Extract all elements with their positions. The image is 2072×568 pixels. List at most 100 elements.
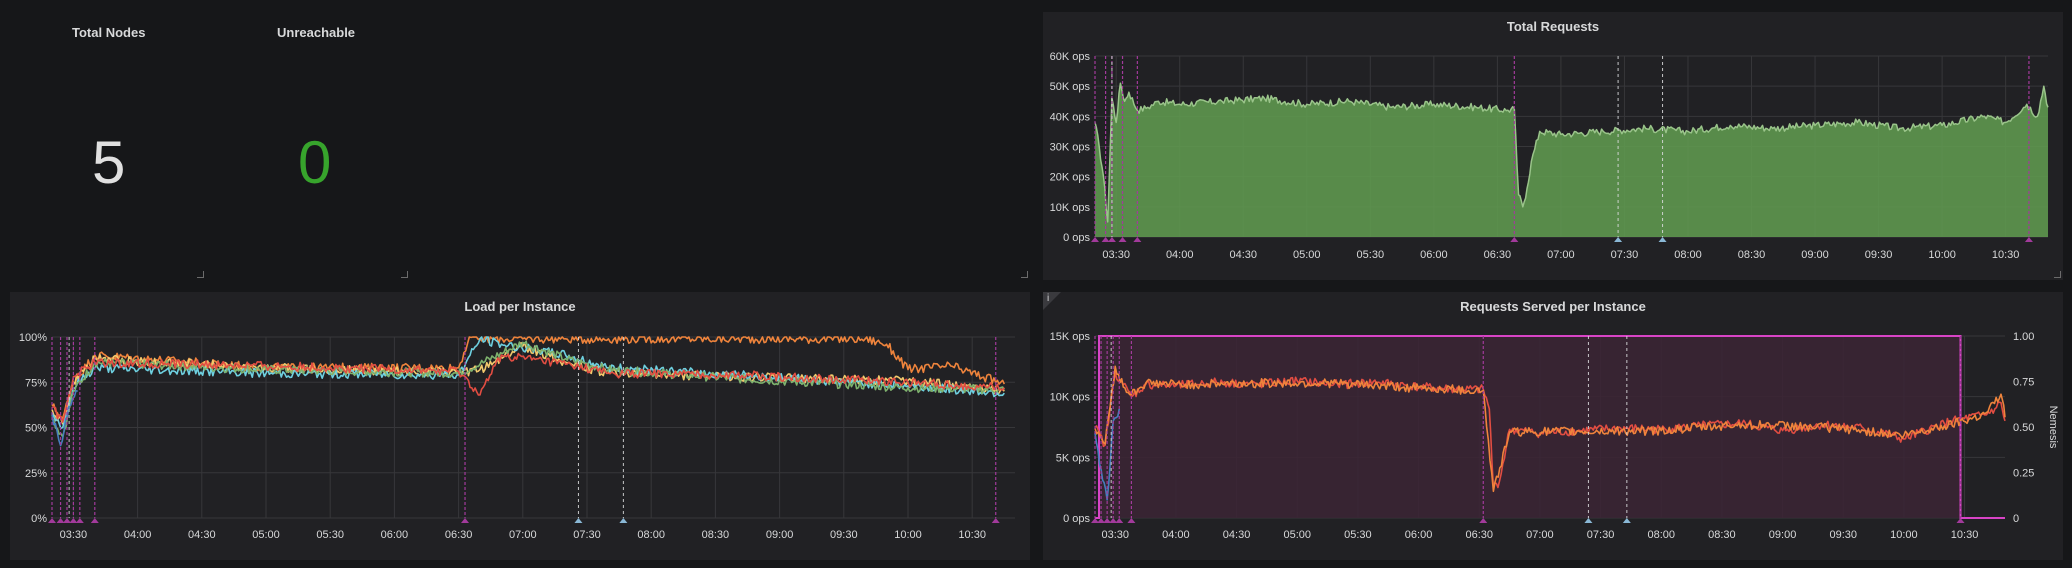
- x-tick-label: 09:30: [830, 529, 858, 541]
- annotation-marker-icon: [1956, 518, 1965, 523]
- x-tick-label: 03:30: [1101, 529, 1129, 541]
- series-area: [1095, 83, 2048, 237]
- load-per-instance-chart: 100% 75% 50% 25% 0% 03:30 04:00 04:30 05:00 05:30…: [19, 332, 1015, 541]
- x-tick-label: 04:00: [1166, 249, 1194, 261]
- annotation-marker-icon: [75, 518, 84, 523]
- x-tick-label: 10:00: [1928, 249, 1956, 261]
- info-icon[interactable]: i: [1047, 293, 1050, 304]
- nemesis-area: [1095, 336, 2005, 518]
- x-tick-label: 10:30: [1951, 529, 1979, 541]
- annotation-marker-icon: [1091, 518, 1099, 523]
- annotation-marker-icon: [56, 518, 65, 523]
- total-requests-panel: Total Requests 60K ops 50K ops 40K ops 30K …: [1043, 12, 2063, 280]
- annotation-marker-icon: [2024, 237, 2033, 242]
- x-tick-label: 03:30: [1102, 249, 1130, 261]
- y2-tick-label: 0.50: [2013, 422, 2034, 434]
- x-tick-label: 06:00: [1420, 249, 1448, 261]
- annotation-marker-icon: [1584, 518, 1593, 523]
- x-tick-label: 07:00: [1526, 529, 1554, 541]
- annotation-marker-icon: [1622, 518, 1631, 523]
- x-tick-label: 06:00: [1405, 529, 1433, 541]
- series-line: [1094, 408, 1121, 501]
- y-tick-label: 30K ops: [1050, 142, 1091, 154]
- annotation-marker-icon: [1091, 237, 1099, 242]
- y-tick-label: 0%: [31, 513, 47, 525]
- x-tick-label: 04:00: [124, 529, 152, 541]
- x-tick-label: 08:30: [1738, 249, 1766, 261]
- x-tick-label: 03:30: [60, 529, 88, 541]
- x-tick-label: 05:00: [1283, 529, 1311, 541]
- y-tick-label: 50K ops: [1050, 81, 1091, 93]
- x-tick-label: 04:30: [1229, 249, 1257, 261]
- annotation-marker-icon: [1479, 518, 1488, 523]
- y-tick-label: 40K ops: [1050, 111, 1091, 123]
- unreachable-panel: Unreachable 0: [214, 8, 410, 280]
- info-corner[interactable]: [1043, 292, 1061, 310]
- annotation-marker-icon: [1107, 237, 1116, 242]
- x-tick-label: 07:30: [1587, 529, 1615, 541]
- annotation-marker-icon: [1510, 237, 1519, 242]
- x-tick-label: 10:30: [958, 529, 986, 541]
- x-tick-label: 05:30: [1344, 529, 1372, 541]
- x-tick-label: 06:30: [445, 529, 473, 541]
- total-nodes-title: Total Nodes: [72, 25, 146, 40]
- y-tick-label: 10K ops: [1050, 392, 1091, 404]
- annotation-marker-icon: [69, 518, 78, 523]
- y-tick-label: 15K ops: [1050, 331, 1091, 343]
- annotation-marker-icon: [1118, 237, 1127, 242]
- annotation-marker-icon: [1101, 237, 1110, 242]
- panel-title[interactable]: Requests Served per Instance: [1460, 299, 1646, 314]
- total-nodes-value: 5: [92, 129, 126, 196]
- resize-handle-icon[interactable]: [401, 271, 408, 278]
- x-tick-label: 06:30: [1465, 529, 1493, 541]
- total-nodes-panel: Total Nodes 5: [10, 8, 206, 280]
- x-tick-label: 09:30: [1829, 529, 1857, 541]
- panel-title[interactable]: Load per Instance: [464, 299, 576, 314]
- series-line: [1094, 365, 2006, 493]
- x-tick-label: 07:00: [1547, 249, 1575, 261]
- y-tick-label: 0 ops: [1063, 513, 1090, 525]
- unreachable-title: Unreachable: [277, 25, 356, 40]
- y-tick-label: 60K ops: [1050, 51, 1091, 63]
- y-tick-label: 50%: [25, 423, 47, 435]
- y2-tick-label: 0.75: [2013, 377, 2034, 389]
- x-tick-label: 09:00: [1769, 529, 1797, 541]
- x-tick-label: 09:00: [766, 529, 794, 541]
- x-tick-label: 07:00: [509, 529, 537, 541]
- load-per-instance-panel: Load per Instance 100% 75% 50% 25% 0% 03:30 04…: [10, 292, 1030, 560]
- x-tick-label: 10:30: [1992, 249, 2020, 261]
- y-tick-label: 10K ops: [1050, 202, 1091, 214]
- annotation-marker-icon: [1658, 237, 1667, 242]
- y-tick-label: 100%: [19, 332, 47, 344]
- requests-served-chart: 15K ops 10K ops 5K ops 0 ops 03:30 04:00 04:30…: [1050, 331, 2059, 541]
- x-tick-label: 08:00: [637, 529, 665, 541]
- x-tick-label: 05:00: [1293, 249, 1321, 261]
- resize-handle-icon[interactable]: [2054, 271, 2061, 278]
- x-tick-label: 06:30: [1484, 249, 1512, 261]
- annotation-marker-icon: [1614, 237, 1623, 242]
- annotation-marker-icon: [1097, 518, 1106, 523]
- annotation-marker-icon: [1109, 518, 1118, 523]
- annotation-marker-icon: [619, 518, 628, 523]
- y-tick-label: 25%: [25, 468, 47, 480]
- panel-title[interactable]: Total Requests: [1506, 19, 1600, 34]
- resize-handle-icon[interactable]: [1021, 271, 1028, 278]
- x-tick-label: 08:30: [1708, 529, 1736, 541]
- annotation-marker-icon: [991, 518, 1000, 523]
- y2-tick-label: 0.25: [2013, 468, 2034, 480]
- x-tick-label: 08:00: [1647, 529, 1675, 541]
- total-requests-chart: 60K ops 50K ops 40K ops 30K ops 20K ops 10K o…: [1050, 51, 2049, 261]
- x-tick-label: 09:30: [1865, 249, 1893, 261]
- x-tick-label: 09:00: [1801, 249, 1829, 261]
- x-tick-label: 04:00: [1162, 529, 1190, 541]
- x-tick-label: 08:30: [702, 529, 730, 541]
- annotation-marker-icon: [1127, 518, 1136, 523]
- annotation-marker-icon: [48, 518, 56, 523]
- resize-handle-icon[interactable]: [197, 271, 204, 278]
- x-tick-label: 06:00: [381, 529, 409, 541]
- y2-tick-label: 0: [2013, 513, 2019, 525]
- x-tick-label: 08:00: [1674, 249, 1702, 261]
- x-tick-label: 10:00: [1890, 529, 1918, 541]
- annotation-marker-icon: [1133, 237, 1142, 242]
- y-tick-label: 75%: [25, 377, 47, 389]
